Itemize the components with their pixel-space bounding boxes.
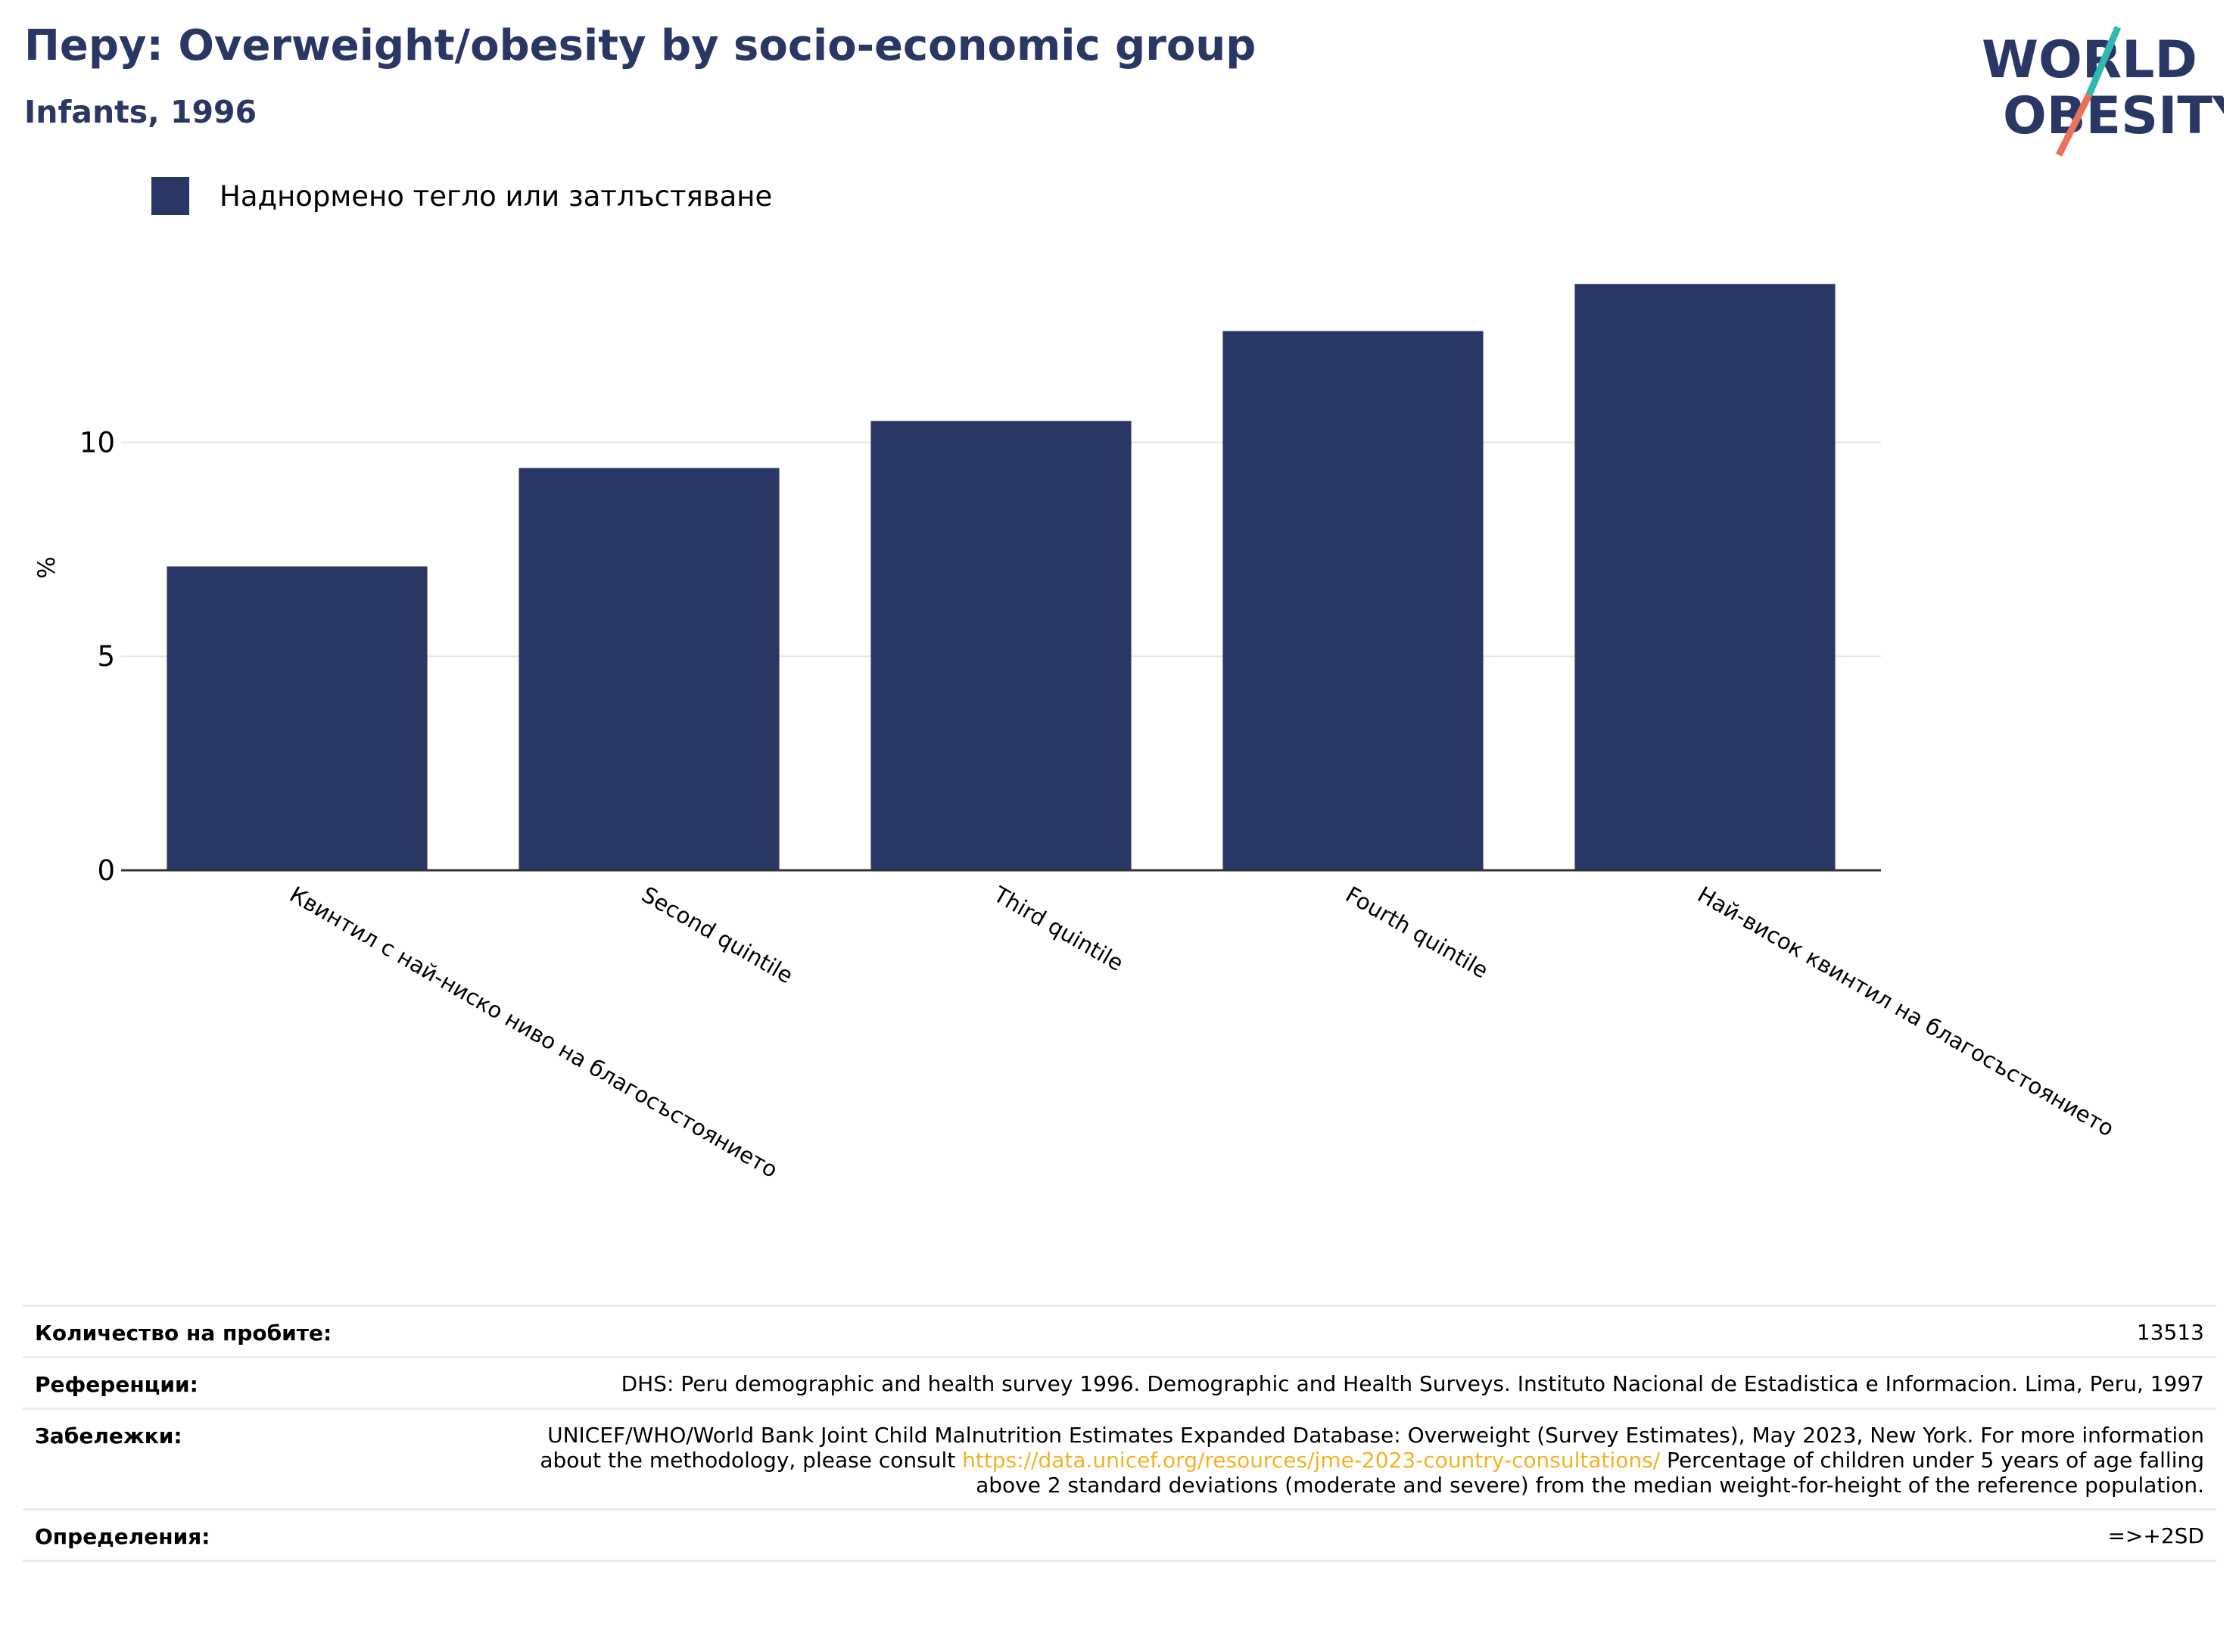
sample-size-label: Количество на пробите: — [35, 1321, 332, 1346]
legend[interactable]: Наднормено тегло или затлъстяване — [151, 177, 772, 215]
info-row-sample-size: Количество на пробите: 13513 — [23, 1305, 2216, 1356]
y-tick-label: 5 — [97, 640, 115, 673]
references-value: DHS: Peru demographic and health survey … — [621, 1371, 2204, 1396]
logo-line-1: WORLD — [1982, 30, 2197, 90]
chart-subtitle: Infants, 1996 — [24, 94, 257, 130]
x-tick-label: Най-висок квинтил на благосъстоянието — [1693, 882, 2119, 1142]
bar — [518, 468, 780, 870]
y-axis-label: % — [33, 556, 61, 578]
x-tick-label: Third quintile — [989, 881, 1128, 976]
bar — [1574, 284, 1836, 870]
definitions-label: Определения: — [35, 1524, 210, 1550]
notes-text-before: UNICEF/WHO/World Bank Joint Child Malnut… — [540, 1423, 2204, 1473]
notes-value: UNICEF/WHO/World Bank Joint Child Malnut… — [531, 1423, 2204, 1498]
notes-text-after: Percentage of children under 5 years of … — [976, 1447, 2204, 1498]
bar — [1222, 331, 1484, 871]
x-tick-label: Second quintile — [637, 882, 797, 989]
logo-slash-teal — [2085, 26, 2122, 96]
logo-line-2: OBESITY — [2003, 86, 2224, 146]
info-row-notes: Забележки: UNICEF/WHO/World Bank Joint C… — [23, 1408, 2216, 1508]
info-row-references: Референции: DHS: Peru demographic and he… — [23, 1356, 2216, 1408]
y-tick-label: 10 — [79, 426, 115, 459]
definitions-value: =>+2SD — [2107, 1523, 2204, 1549]
methodology-link[interactable]: https://data.unicef.org/resources/jme-20… — [962, 1447, 1661, 1473]
bar — [870, 421, 1132, 870]
sample-size-value: 13513 — [2136, 1320, 2204, 1345]
bar — [167, 566, 428, 870]
legend-label: Наднормено тегло или затлъстяване — [220, 179, 773, 213]
notes-label: Забележки: — [35, 1423, 182, 1448]
chart-title: Перу: Overweight/obesity by socio-econom… — [24, 21, 1257, 70]
references-label: Референции: — [35, 1372, 198, 1397]
legend-swatch — [151, 177, 189, 215]
world-obesity-logo: WORLD OBESITY — [1982, 26, 2224, 157]
logo-slash-coral — [2055, 92, 2093, 157]
info-table: Количество на пробите: 13513 Референции:… — [23, 1305, 2216, 1563]
info-row-definitions: Определения: =>+2SD — [23, 1508, 2216, 1563]
y-tick-label: 0 — [97, 854, 115, 887]
x-tick-label: Fourth quintile — [1341, 882, 1493, 984]
